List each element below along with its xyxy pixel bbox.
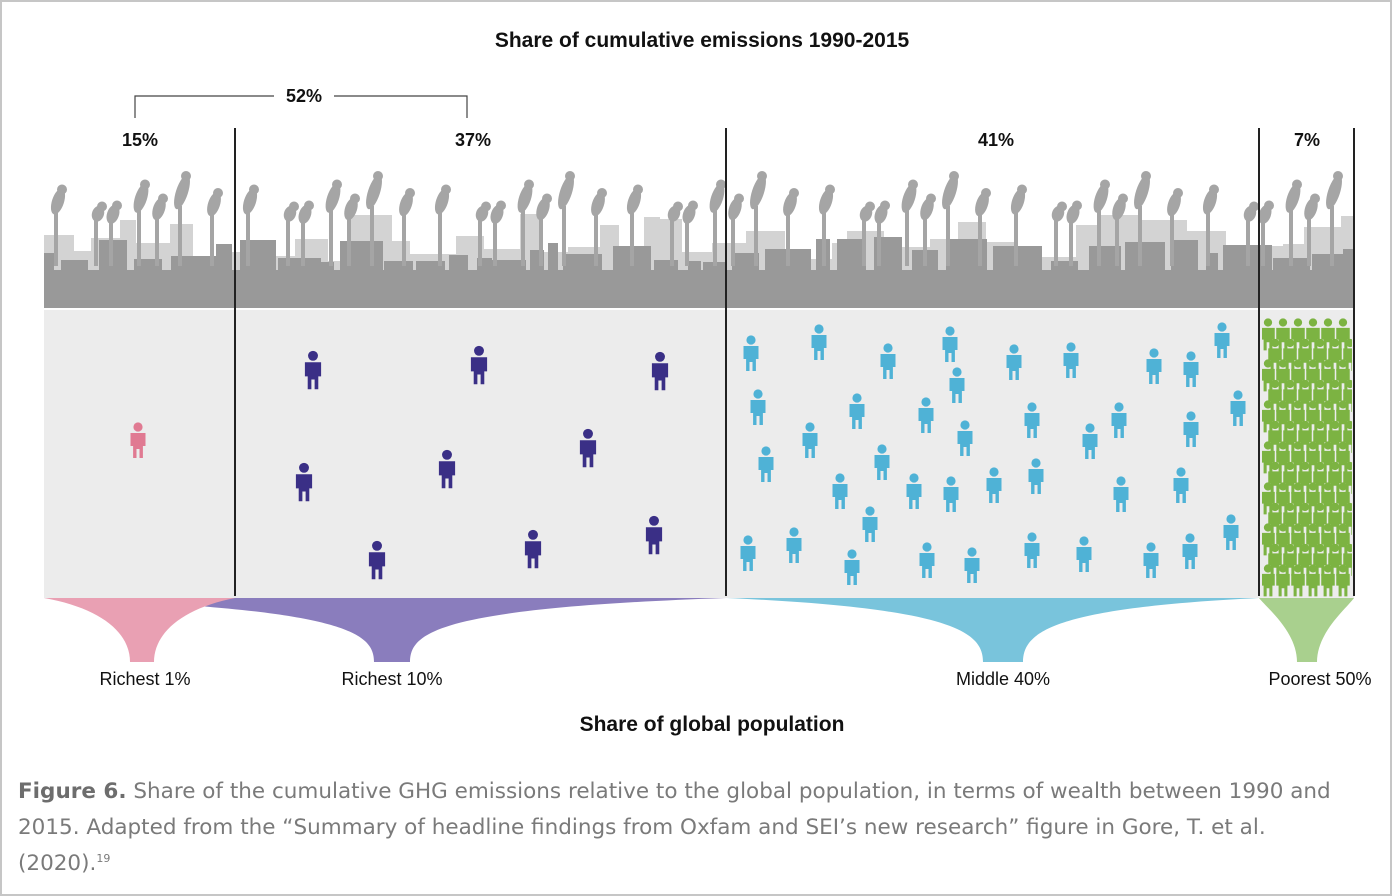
chimney-smoke xyxy=(50,171,1343,266)
x-axis-label: Share of global population xyxy=(580,713,845,736)
bracket-line xyxy=(134,95,468,118)
factory-skyline xyxy=(44,171,1354,308)
funnel-richest-1 xyxy=(44,598,235,662)
funnel-richest-10 xyxy=(44,598,726,662)
group-label-poorest-50: Poorest 50% xyxy=(1268,669,1371,689)
bracket-label: 52% xyxy=(286,86,322,106)
chart-title: Share of cumulative emissions 1990-2015 xyxy=(495,29,910,52)
skyline-front xyxy=(44,237,1354,308)
population-funnels xyxy=(44,598,1354,662)
emissions-label-richest-10: 37% xyxy=(455,130,491,150)
emissions-chart: Share of cumulative emissions 1990-2015 … xyxy=(44,29,1372,736)
group-label-richest-10: Richest 10% xyxy=(341,669,442,689)
emissions-label-middle-40: 41% xyxy=(978,130,1014,150)
bracket-52: 52% xyxy=(134,86,468,118)
group-label-richest-1: Richest 1% xyxy=(99,669,190,689)
caption-reference: 19 xyxy=(96,852,111,865)
group-label-middle-40: Middle 40% xyxy=(956,669,1050,689)
figure-caption: Figure 6. Share of the cumulative GHG em… xyxy=(18,774,1358,882)
caption-label: Figure 6. xyxy=(18,779,127,804)
population-panel xyxy=(44,310,1354,598)
emissions-label-poorest-50: 7% xyxy=(1294,130,1320,150)
funnel-middle-40 xyxy=(726,598,1259,662)
emissions-label-richest-1: 15% xyxy=(122,130,158,150)
funnel-poorest-50 xyxy=(1259,598,1354,662)
caption-text: Share of the cumulative GHG emissions re… xyxy=(18,779,1331,876)
